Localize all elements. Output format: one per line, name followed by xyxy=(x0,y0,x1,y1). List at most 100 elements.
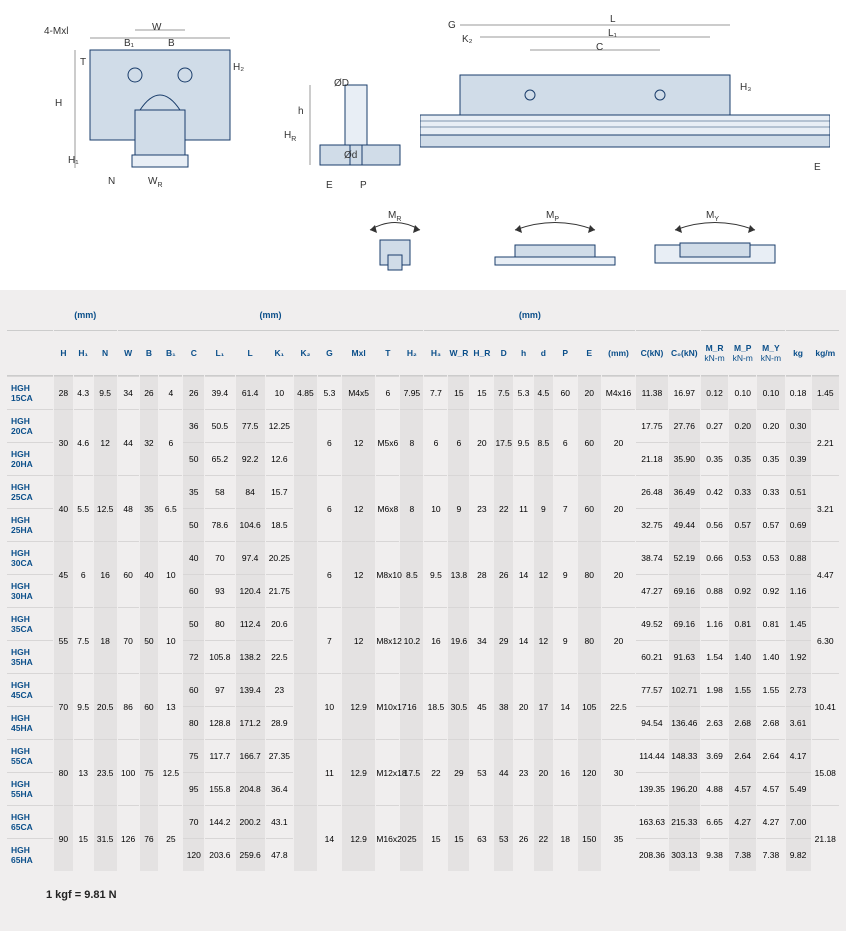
label-g: G xyxy=(448,20,456,31)
table-cell: 20.5 xyxy=(94,673,117,739)
table-cell: 4.17 xyxy=(786,739,811,772)
table-cell: 112.4 xyxy=(236,607,265,640)
table-cell xyxy=(294,607,317,673)
table-cell: 0.53 xyxy=(757,541,784,574)
table-cell: 58 xyxy=(205,475,234,508)
table-cell: 10 xyxy=(424,475,447,541)
table-cell: 105.8 xyxy=(205,640,234,673)
table-cell: 20 xyxy=(470,409,493,475)
spec-table: (mm) (mm) (mm) H H₁ N W B B₁ C L₁ L K₁ K… xyxy=(6,300,840,871)
table-cell: 47.27 xyxy=(636,574,667,607)
footnote: 1 kgf = 9.81 N xyxy=(46,889,840,901)
table-cell: HGH 15CA xyxy=(7,376,53,409)
table-cell: 259.6 xyxy=(236,838,265,871)
table-cell: 60 xyxy=(578,409,601,475)
table-cell: 95 xyxy=(183,772,204,805)
table-cell: 0.20 xyxy=(757,409,784,442)
table-cell: 22 xyxy=(534,805,553,871)
table-cell: 6 xyxy=(376,376,399,409)
h-h: h xyxy=(514,331,533,376)
table-cell: HGH 65HA xyxy=(7,838,53,871)
table-cell: M8x10 xyxy=(376,541,399,607)
table-cell: 0.35 xyxy=(757,442,784,475)
h-K1: K₁ xyxy=(266,331,293,376)
table-cell: 0.33 xyxy=(757,475,784,508)
table-cell: 0.27 xyxy=(701,409,728,442)
table-cell: M6x8 xyxy=(376,475,399,541)
table-cell: 32 xyxy=(140,409,159,475)
label-od2: Ød xyxy=(344,150,357,161)
table-cell: 20.6 xyxy=(266,607,293,640)
table-cell: 7.00 xyxy=(786,805,811,838)
table-cell: 10 xyxy=(159,541,182,607)
table-row: HGH 15CA284.39.5342642639.461.4104.855.3… xyxy=(7,376,839,409)
table-cell: 5.5 xyxy=(74,475,93,541)
table-cell: 138.2 xyxy=(236,640,265,673)
table-cell: 0.39 xyxy=(786,442,811,475)
table-cell: 204.8 xyxy=(236,772,265,805)
table-cell: 35 xyxy=(140,475,159,541)
table-cell: 1.45 xyxy=(812,376,839,409)
table-cell: 9 xyxy=(554,607,577,673)
table-cell: 77.5 xyxy=(236,409,265,442)
table-cell: 1.55 xyxy=(729,673,756,706)
table-cell: 32.75 xyxy=(636,508,667,541)
table-cell: 84 xyxy=(236,475,265,508)
h-B1: B₁ xyxy=(159,331,182,376)
label-wr: WR xyxy=(148,176,163,189)
table-cell: 28 xyxy=(54,376,73,409)
table-cell: 1.55 xyxy=(757,673,784,706)
table-cell: 15.08 xyxy=(812,739,839,805)
label-hr: HR xyxy=(284,130,296,143)
table-cell: 105 xyxy=(578,673,601,739)
table-cell: 69.16 xyxy=(669,607,700,640)
table-cell: 2.68 xyxy=(757,706,784,739)
label-p: P xyxy=(360,180,367,191)
label-l: L xyxy=(610,14,616,25)
table-cell: 4.57 xyxy=(729,772,756,805)
label-h3: H₃ xyxy=(740,82,751,93)
table-cell: 0.30 xyxy=(786,409,811,442)
table-cell: 23 xyxy=(470,475,493,541)
table-cell: 30 xyxy=(602,739,636,805)
label-b: B xyxy=(168,38,175,49)
h-B: B xyxy=(140,331,159,376)
table-row: HGH 65CA901531.5126762570144.2200.243.11… xyxy=(7,805,839,838)
table-cell: 148.33 xyxy=(669,739,700,772)
table-cell: 8.5 xyxy=(400,541,423,607)
table-cell: HGH 65CA xyxy=(7,805,53,838)
table-cell: 18 xyxy=(94,607,117,673)
table-cell: 4.27 xyxy=(729,805,756,838)
table-cell: 114.44 xyxy=(636,739,667,772)
table-cell: 6 xyxy=(554,409,577,475)
table-cell: 1.40 xyxy=(729,640,756,673)
table-cell: 13 xyxy=(159,673,182,739)
table-cell: 50 xyxy=(140,607,159,673)
table-cell: 0.10 xyxy=(757,376,784,409)
table-cell: 50 xyxy=(183,442,204,475)
table-cell: 12 xyxy=(94,409,117,475)
table-cell: HGH 20HA xyxy=(7,442,53,475)
table-cell: 9 xyxy=(448,475,469,541)
table-cell: 80 xyxy=(578,607,601,673)
table-cell: 16 xyxy=(94,541,117,607)
table-cell: 20.25 xyxy=(266,541,293,574)
label-n: N xyxy=(108,176,115,187)
table-cell: 30 xyxy=(54,409,73,475)
table-cell: 94.54 xyxy=(636,706,667,739)
table-cell: HGH 35HA xyxy=(7,640,53,673)
table-cell: 128.8 xyxy=(205,706,234,739)
table-cell: 7.7 xyxy=(424,376,447,409)
table-cell: 2.73 xyxy=(786,673,811,706)
h-H: H xyxy=(54,331,73,376)
table-cell: 60 xyxy=(578,475,601,541)
table-cell xyxy=(294,475,317,541)
table-cell: 18.5 xyxy=(424,673,447,739)
table-cell: 17.75 xyxy=(636,409,667,442)
h-H2: H₂ xyxy=(400,331,423,376)
table-cell: 0.92 xyxy=(729,574,756,607)
table-cell: 6 xyxy=(159,409,182,475)
table-cell: 1.16 xyxy=(701,607,728,640)
table-cell: HGH 45HA xyxy=(7,706,53,739)
table-cell: 97.4 xyxy=(236,541,265,574)
